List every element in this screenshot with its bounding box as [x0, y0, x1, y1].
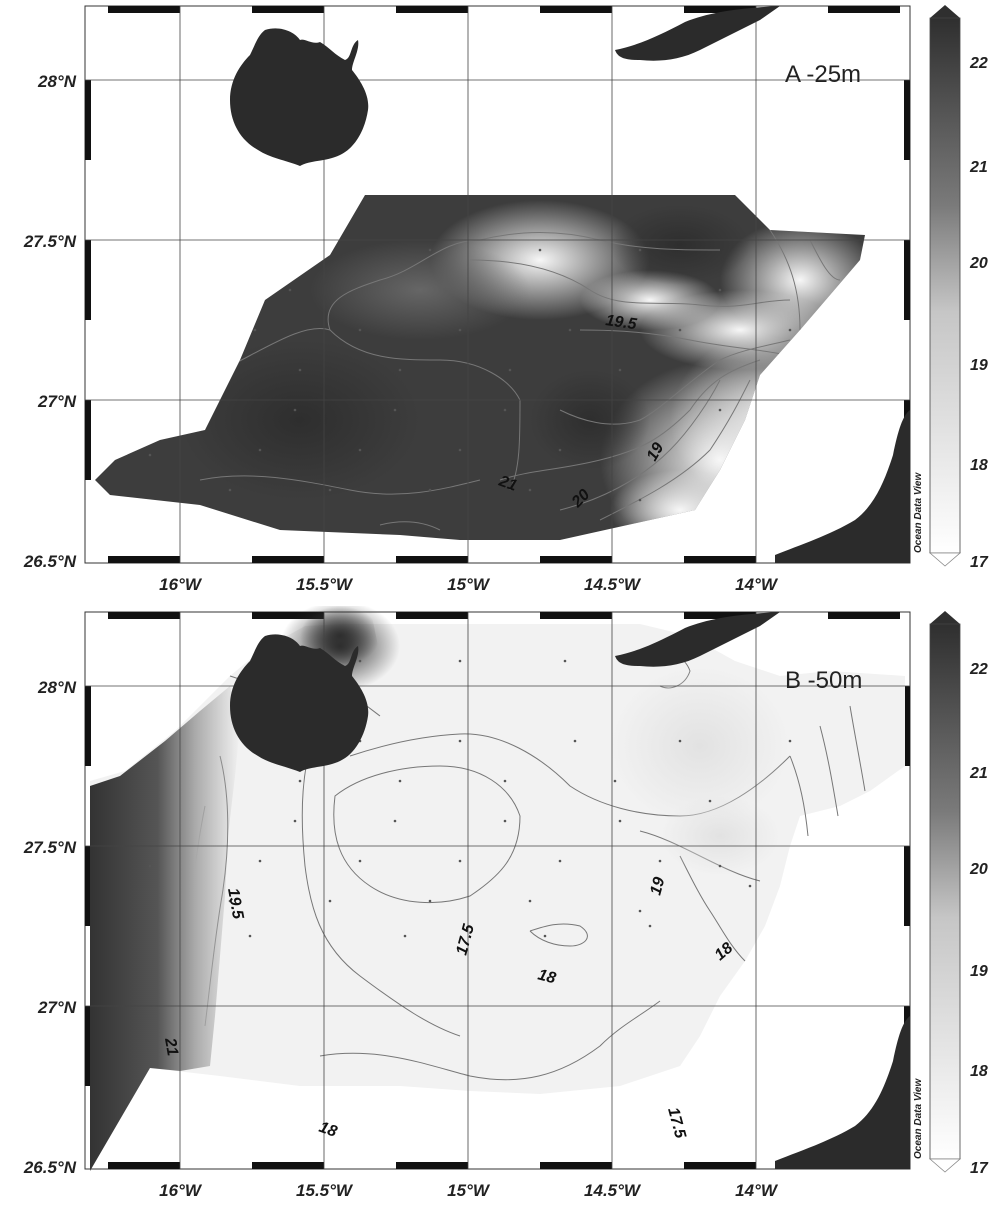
lon-tick-label: 16°W	[159, 1181, 203, 1200]
contour-label: 18	[536, 966, 558, 987]
contour-label: 19	[647, 875, 668, 897]
panel-title: B -50m	[785, 667, 862, 694]
map-b-svg: 19 17.5 18 18 19.5 21 18 17.5 B -50m Oce…	[23, 601, 989, 1200]
lat-tick-label: 27°N	[37, 392, 77, 411]
colorbar-tick-label: 22	[969, 55, 988, 72]
lat-tick-label: 27.5°N	[23, 232, 77, 251]
lat-tick-label: 28°N	[37, 678, 77, 697]
island-fuerteventura	[615, 612, 780, 667]
panel-title: A -25m	[785, 61, 861, 88]
mid-patch-east-2	[660, 796, 780, 876]
longitude-axis-b: 16°W 15.5°W 15°W 14.5°W 14°W	[159, 1181, 779, 1200]
colorbar-tick-label: 21	[969, 765, 988, 782]
lat-tick-label: 26.5°N	[23, 1158, 77, 1177]
colorbar-a: 22 21 20 19 18 17	[928, 5, 989, 571]
contour-label: 19	[644, 440, 668, 464]
lat-tick-label: 27.5°N	[23, 838, 77, 857]
warm-tongue-west	[90, 686, 240, 1171]
colorbar-tick-label: 20	[969, 255, 988, 272]
colorbar-tick-label: 22	[969, 661, 988, 678]
lon-tick-label: 16°W	[159, 575, 203, 594]
contour-label: 21	[496, 472, 520, 494]
colorbar-tick-label: 21	[969, 159, 988, 176]
watermark: Ocean Data View	[913, 1078, 924, 1159]
african-coast	[775, 1016, 910, 1169]
island-gran-canaria	[230, 28, 369, 167]
colorbar-tick-label: 19	[970, 357, 988, 374]
colorbar-tick-label: 18	[970, 457, 988, 474]
colorbar-tick-label: 18	[970, 1063, 988, 1080]
map-panel-a: 19.5 19 20 21 A -25m Ocean Data View 28°…	[0, 0, 1001, 605]
island-fuerteventura	[615, 6, 780, 61]
map-panel-b: 19 17.5 18 18 19.5 21 18 17.5 B -50m Oce…	[0, 601, 1001, 1211]
colorbar-tick-label: 17	[970, 1160, 989, 1177]
lon-tick-label: 14°W	[735, 1181, 779, 1200]
colorbar-b: 22 21 20 19 18 17	[928, 611, 989, 1177]
graticule-b	[85, 612, 910, 1169]
lon-tick-label: 14.5°W	[584, 575, 642, 594]
contour-label: 21	[161, 1036, 181, 1058]
contour-label: 19.5	[604, 312, 638, 333]
contour-label: 19.5	[224, 887, 246, 922]
latitude-axis-b: 28°N 27.5°N 27°N 26.5°N	[23, 678, 77, 1177]
lon-tick-label: 14°W	[735, 575, 779, 594]
watermark: Ocean Data View	[913, 472, 924, 553]
mid-patch-east	[610, 666, 790, 826]
lon-tick-label: 15°W	[447, 575, 491, 594]
lat-tick-label: 26.5°N	[23, 552, 77, 571]
colorbar-tick-label: 17	[970, 554, 989, 571]
lon-tick-label: 14.5°W	[584, 1181, 642, 1200]
lon-tick-label: 15°W	[447, 1181, 491, 1200]
latitude-axis-a: 28°N 27.5°N 27°N 26.5°N	[23, 72, 77, 571]
longitude-axis-a: 16°W 15.5°W 15°W 14.5°W 14°W	[159, 575, 779, 594]
lon-tick-label: 15.5°W	[296, 575, 354, 594]
contour-label: 18	[317, 1119, 340, 1141]
graticule-a	[85, 6, 910, 563]
african-coast	[775, 410, 910, 563]
lat-tick-label: 28°N	[37, 72, 77, 91]
map-a-svg: 19.5 19 20 21 A -25m Ocean Data View 28°…	[23, 5, 989, 594]
colorbar-tick-label: 20	[969, 861, 988, 878]
lat-tick-label: 27°N	[37, 998, 77, 1017]
island-gran-canaria	[230, 634, 369, 772]
lon-tick-label: 15.5°W	[296, 1181, 354, 1200]
colorbar-tick-label: 19	[970, 963, 988, 980]
